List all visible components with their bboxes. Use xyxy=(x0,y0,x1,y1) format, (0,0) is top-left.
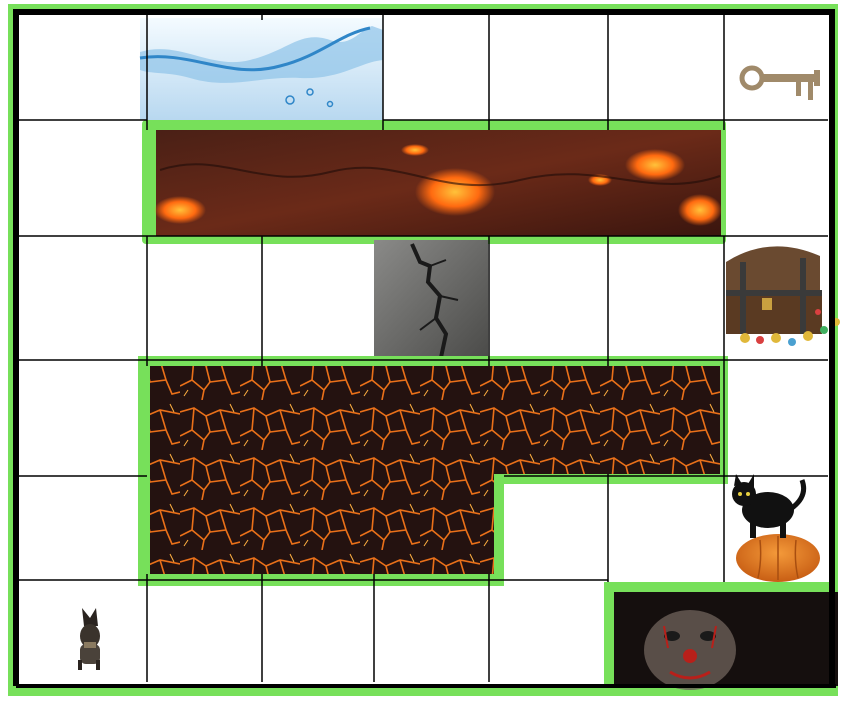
board-border xyxy=(13,9,835,686)
black-cat-pumpkin-icon xyxy=(732,474,820,582)
dog-icon xyxy=(78,608,100,670)
cracked-rock-tile xyxy=(374,240,488,363)
key-icon xyxy=(739,65,820,100)
lava-strip-tile xyxy=(154,130,722,236)
treasure-chest-icon xyxy=(726,246,840,346)
grid-lines xyxy=(18,14,828,682)
lava-field-tile xyxy=(150,366,720,574)
clown-face-icon xyxy=(614,592,838,690)
water-tile xyxy=(139,18,383,120)
